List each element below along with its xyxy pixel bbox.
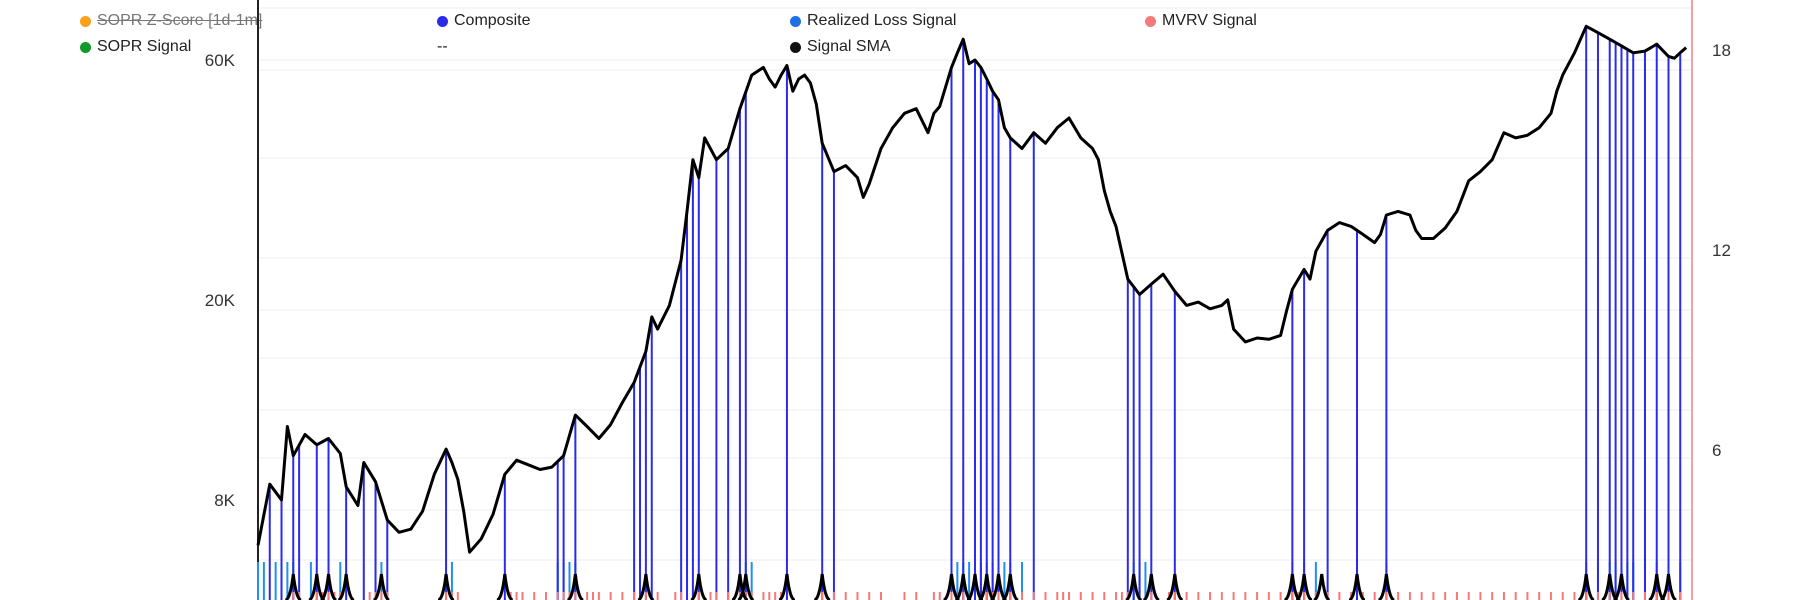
legend-item[interactable]: SOPR Signal (80, 38, 191, 56)
signal-sma-peak (637, 573, 655, 600)
price-line (256, 24, 1688, 554)
y2-tick-label: 6 (1712, 441, 1721, 460)
legend-dot-icon (790, 15, 801, 27)
legend-item[interactable]: Signal SMA (790, 38, 891, 56)
legend-label: Composite (454, 12, 531, 29)
legend-label: Signal SMA (807, 38, 891, 55)
signal-sma-peak (1295, 573, 1313, 600)
signal-sma-peak (813, 573, 831, 600)
signal-sma-peak (1166, 573, 1184, 600)
signal-sma-peak (1613, 573, 1630, 600)
y2-tick-label: 18 (1712, 41, 1731, 60)
legend-label: MVRV Signal (1162, 12, 1257, 29)
legend-label: SOPR Z-Score [1d-1m] (97, 12, 263, 29)
signal-sma-peak (320, 573, 337, 600)
signal-sma-peak (1660, 573, 1677, 600)
signal-sma-peak (1348, 573, 1366, 600)
signal-sma-peak (1313, 573, 1331, 600)
legend-item[interactable]: Realized Loss Signal (790, 12, 956, 30)
signal-sma-peak (566, 573, 584, 600)
legend-dot-icon (80, 41, 91, 53)
legend-dot-icon (790, 41, 801, 53)
signal-sma-peak (737, 573, 755, 600)
legend-item[interactable]: Composite (437, 12, 530, 30)
chart-legend: SOPR Z-Score [1d-1m] Composite Realized Lo… (0, 0, 1800, 60)
y-tick-label: 60K (205, 51, 236, 70)
y-tick-label: 20K (205, 291, 236, 310)
legend-dot-icon (80, 15, 91, 27)
y-tick-label: 8K (214, 491, 235, 510)
signal-sma-peak (1125, 573, 1143, 600)
legend-item[interactable]: -- (437, 38, 448, 56)
legend-label: Realized Loss Signal (807, 12, 957, 29)
signal-sma-peak (1001, 573, 1019, 600)
legend-label: SOPR Signal (97, 38, 192, 55)
legend-dot-icon (437, 15, 448, 27)
signal-sma-peak (1577, 573, 1595, 600)
signal-sma-peak (731, 573, 749, 600)
signal-sma-peak (372, 573, 390, 600)
legend-item[interactable]: SOPR Z-Score [1d-1m] (80, 12, 262, 30)
signal-sma-peak (1142, 573, 1160, 600)
signal-sma-peak (284, 573, 302, 600)
signal-sma-peak (337, 573, 355, 600)
legend-dot-icon (1145, 15, 1156, 27)
signal-sma-peak (437, 573, 455, 600)
signal-sma-peak (690, 573, 708, 600)
y2-tick-label: 12 (1712, 241, 1731, 260)
signal-sma-peak (1377, 573, 1395, 600)
legend-item[interactable]: MVRV Signal (1145, 12, 1257, 30)
signal-sma-peak (778, 573, 796, 600)
signal-sma-peak (496, 573, 514, 600)
legend-label: -- (437, 38, 448, 55)
